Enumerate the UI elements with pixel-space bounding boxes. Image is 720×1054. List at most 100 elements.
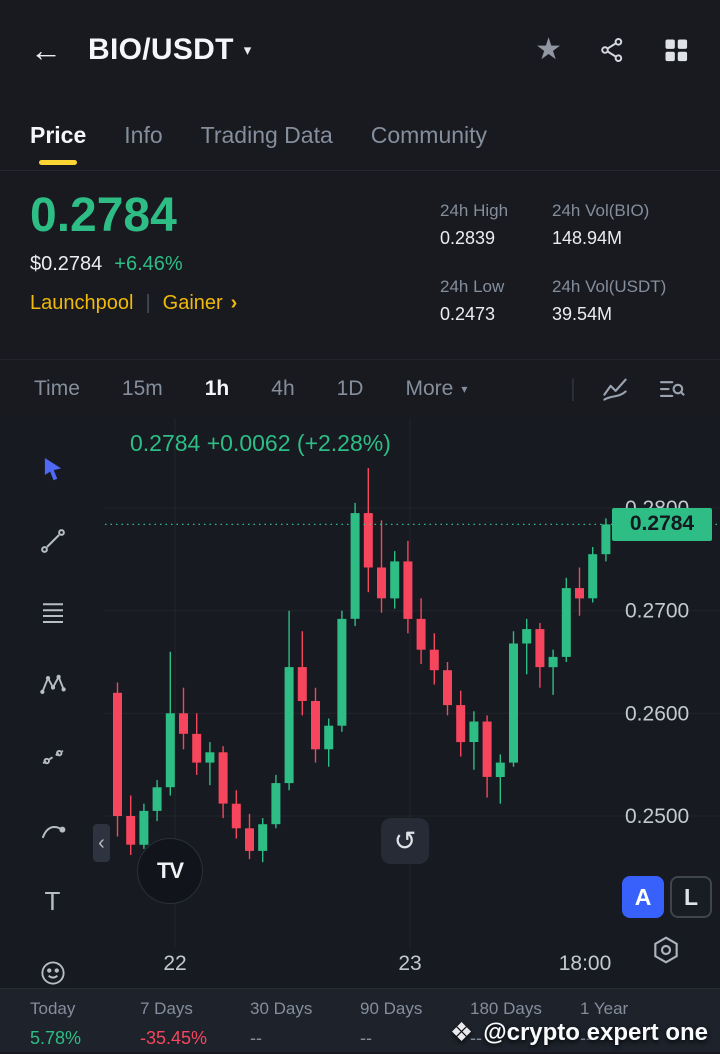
channel-watermark: ❖ @crypto expert one [450, 1017, 708, 1048]
stat-label: 24h Low [440, 277, 505, 296]
price-summary: 0.2784 $0.2784 +6.46% Launchpool | Gaine… [0, 171, 720, 359]
tag-launchpool[interactable]: Launchpool [30, 292, 134, 315]
period-value: -- [470, 1028, 482, 1048]
indicators-icon[interactable] [656, 374, 686, 404]
svg-text:22: 22 [163, 952, 186, 975]
period-90d: 90 Days -- [360, 999, 470, 1052]
text-tool-icon[interactable]: T [45, 886, 61, 916]
last-price: 0.2784 [30, 189, 177, 242]
refresh-icon: ↺ [393, 825, 417, 856]
stat-value: 0.2473 [440, 304, 496, 324]
emoji-tool-icon[interactable] [38, 958, 68, 988]
top-bar-actions: ★ [535, 35, 690, 65]
watermark-text: @crypto expert one [483, 1018, 708, 1046]
period-label: 1 Year [580, 999, 629, 1018]
tf-more-label: More [405, 377, 454, 400]
stat-value: 0.2839 [440, 228, 496, 248]
tab-community[interactable]: Community [370, 121, 488, 148]
stat-24h-low: 24h Low 0.2473 [440, 277, 552, 325]
tf-more-dropdown[interactable]: More ▾ [405, 377, 467, 401]
auto-scale-button[interactable]: A [622, 876, 664, 918]
tf-1h[interactable]: 1h [204, 377, 230, 400]
log-scale-button[interactable]: L [670, 876, 712, 918]
period-1y: 1 Year -- [580, 999, 690, 1052]
chevron-left-icon: ‹ [98, 831, 105, 854]
tf-15m[interactable]: 15m [121, 377, 163, 400]
period-label: 90 Days [360, 999, 423, 1018]
cursor-tool-icon[interactable] [38, 454, 68, 484]
top-bar: ← BIO/USDT ▾ ★ [0, 0, 720, 100]
fib-lines-tool-icon[interactable] [38, 598, 68, 628]
pair-selector[interactable]: BIO/USDT ▾ [88, 33, 251, 67]
chart-option-icons [600, 374, 686, 404]
token-tags[interactable]: Launchpool | Gainer › [30, 292, 690, 315]
tf-4h[interactable]: 4h [271, 377, 295, 400]
period-30d: 30 Days -- [250, 999, 360, 1052]
period-value: 5.78% [30, 1028, 82, 1048]
period-label: 180 Days [470, 999, 542, 1018]
svg-text:0.2600: 0.2600 [625, 702, 689, 725]
price-change-percent: +6.46% [114, 253, 183, 276]
stat-24h-vol-bio: 24h Vol(BIO) 148.94M [552, 201, 712, 249]
watermark-logo-icon: ❖ [449, 1017, 474, 1047]
last-price-tag: 0.2784 [612, 507, 712, 541]
period-value: -- [360, 1028, 372, 1048]
toolbar-collapse-handle[interactable]: ‹ [93, 824, 110, 862]
chevron-right-icon: › [230, 292, 238, 315]
tag-gainer[interactable]: Gainer [162, 292, 223, 315]
chevron-down-icon: ▾ [461, 382, 468, 396]
stat-24h-high: 24h High 0.2839 [440, 201, 552, 249]
tag-divider: | [145, 292, 151, 315]
period-label: 7 Days [140, 999, 193, 1018]
svg-text:18:00: 18:00 [559, 952, 612, 975]
stat-label: 24h Vol(BIO) [552, 201, 650, 220]
stat-24h-vol-usdt: 24h Vol(USDT) 39.54M [552, 277, 712, 325]
chevron-down-icon: ▾ [243, 42, 252, 59]
projection-tool-icon[interactable] [38, 742, 68, 772]
refresh-button[interactable]: ↺ [381, 818, 429, 864]
stat-label: 24h High [440, 201, 509, 220]
svg-text:0.2500: 0.2500 [625, 805, 689, 828]
tab-trading-data[interactable]: Trading Data [200, 121, 333, 148]
tab-info[interactable]: Info [124, 121, 163, 148]
tradingview-logo-glyph: TV [156, 858, 184, 883]
grid-menu-icon[interactable] [662, 36, 690, 64]
stat-value: 148.94M [552, 228, 623, 248]
section-tabs: Price Info Trading Data Community [0, 100, 720, 171]
svg-text:0.2700: 0.2700 [625, 600, 689, 623]
period-180d: 180 Days -- [470, 999, 580, 1052]
tradingview-logo[interactable]: TV [137, 838, 203, 904]
period-7d: 7 Days -35.45% [140, 999, 250, 1052]
tf-time[interactable]: Time [34, 377, 80, 400]
xabcd-pattern-tool-icon[interactable] [38, 670, 68, 700]
favorite-star-icon[interactable]: ★ [535, 33, 562, 66]
period-value: -35.45% [140, 1028, 208, 1048]
stat-label: 24h Vol(USDT) [552, 277, 667, 296]
tf-separator: | [569, 375, 576, 402]
ticker-stats: 24h High 0.2839 24h Vol(BIO) 148.94M 24h… [440, 201, 712, 325]
tf-1d[interactable]: 1D [336, 377, 364, 400]
tab-price[interactable]: Price [30, 121, 87, 148]
fiat-price: $0.2784 [30, 253, 103, 276]
svg-text:23: 23 [398, 952, 421, 975]
share-icon[interactable] [598, 36, 626, 64]
back-button[interactable]: ← [30, 31, 62, 68]
text-tool-glyph: T [44, 885, 61, 916]
period-change-bar: Today 5.78% 7 Days -35.45% 30 Days -- 90… [0, 988, 720, 1052]
drawing-toolbar: T [0, 418, 105, 988]
period-label: Today [30, 999, 76, 1018]
period-value: -- [580, 1028, 592, 1048]
pair-title: BIO/USDT [88, 33, 234, 66]
brush-tool-icon[interactable] [38, 814, 68, 844]
chart-settings-icon[interactable] [650, 934, 682, 971]
timeframe-bar: Time 15m 1h 4h 1D More ▾ | [0, 359, 720, 418]
trend-line-tool-icon[interactable] [38, 526, 68, 556]
line-chart-icon[interactable] [600, 374, 630, 404]
stat-value: 39.54M [552, 304, 613, 324]
period-label: 30 Days [250, 999, 313, 1018]
period-value: -- [250, 1028, 262, 1048]
